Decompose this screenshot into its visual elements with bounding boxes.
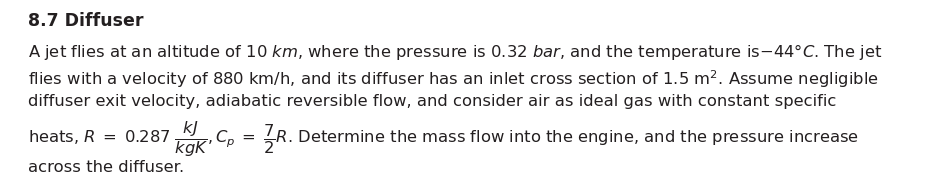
Text: across the diffuser.: across the diffuser. (28, 160, 184, 175)
Text: diffuser exit velocity, adiabatic reversible flow, and consider air as ideal gas: diffuser exit velocity, adiabatic revers… (28, 94, 836, 109)
Text: A jet flies at an altitude of 10 $\mathit{km}$, where the pressure is 0.32 $\mat: A jet flies at an altitude of 10 $\mathi… (28, 42, 883, 62)
Text: heats, $R\;=\;0.287\;\dfrac{kJ}{kgK}$,$\,C_p\;=\;\dfrac{7}{2}R$. Determine the m: heats, $R\;=\;0.287\;\dfrac{kJ}{kgK}$,$\… (28, 120, 859, 159)
Text: flies with a velocity of 880 km/h, and its diffuser has an inlet cross section o: flies with a velocity of 880 km/h, and i… (28, 68, 879, 90)
Text: 8.7 Diffuser: 8.7 Diffuser (28, 12, 143, 30)
